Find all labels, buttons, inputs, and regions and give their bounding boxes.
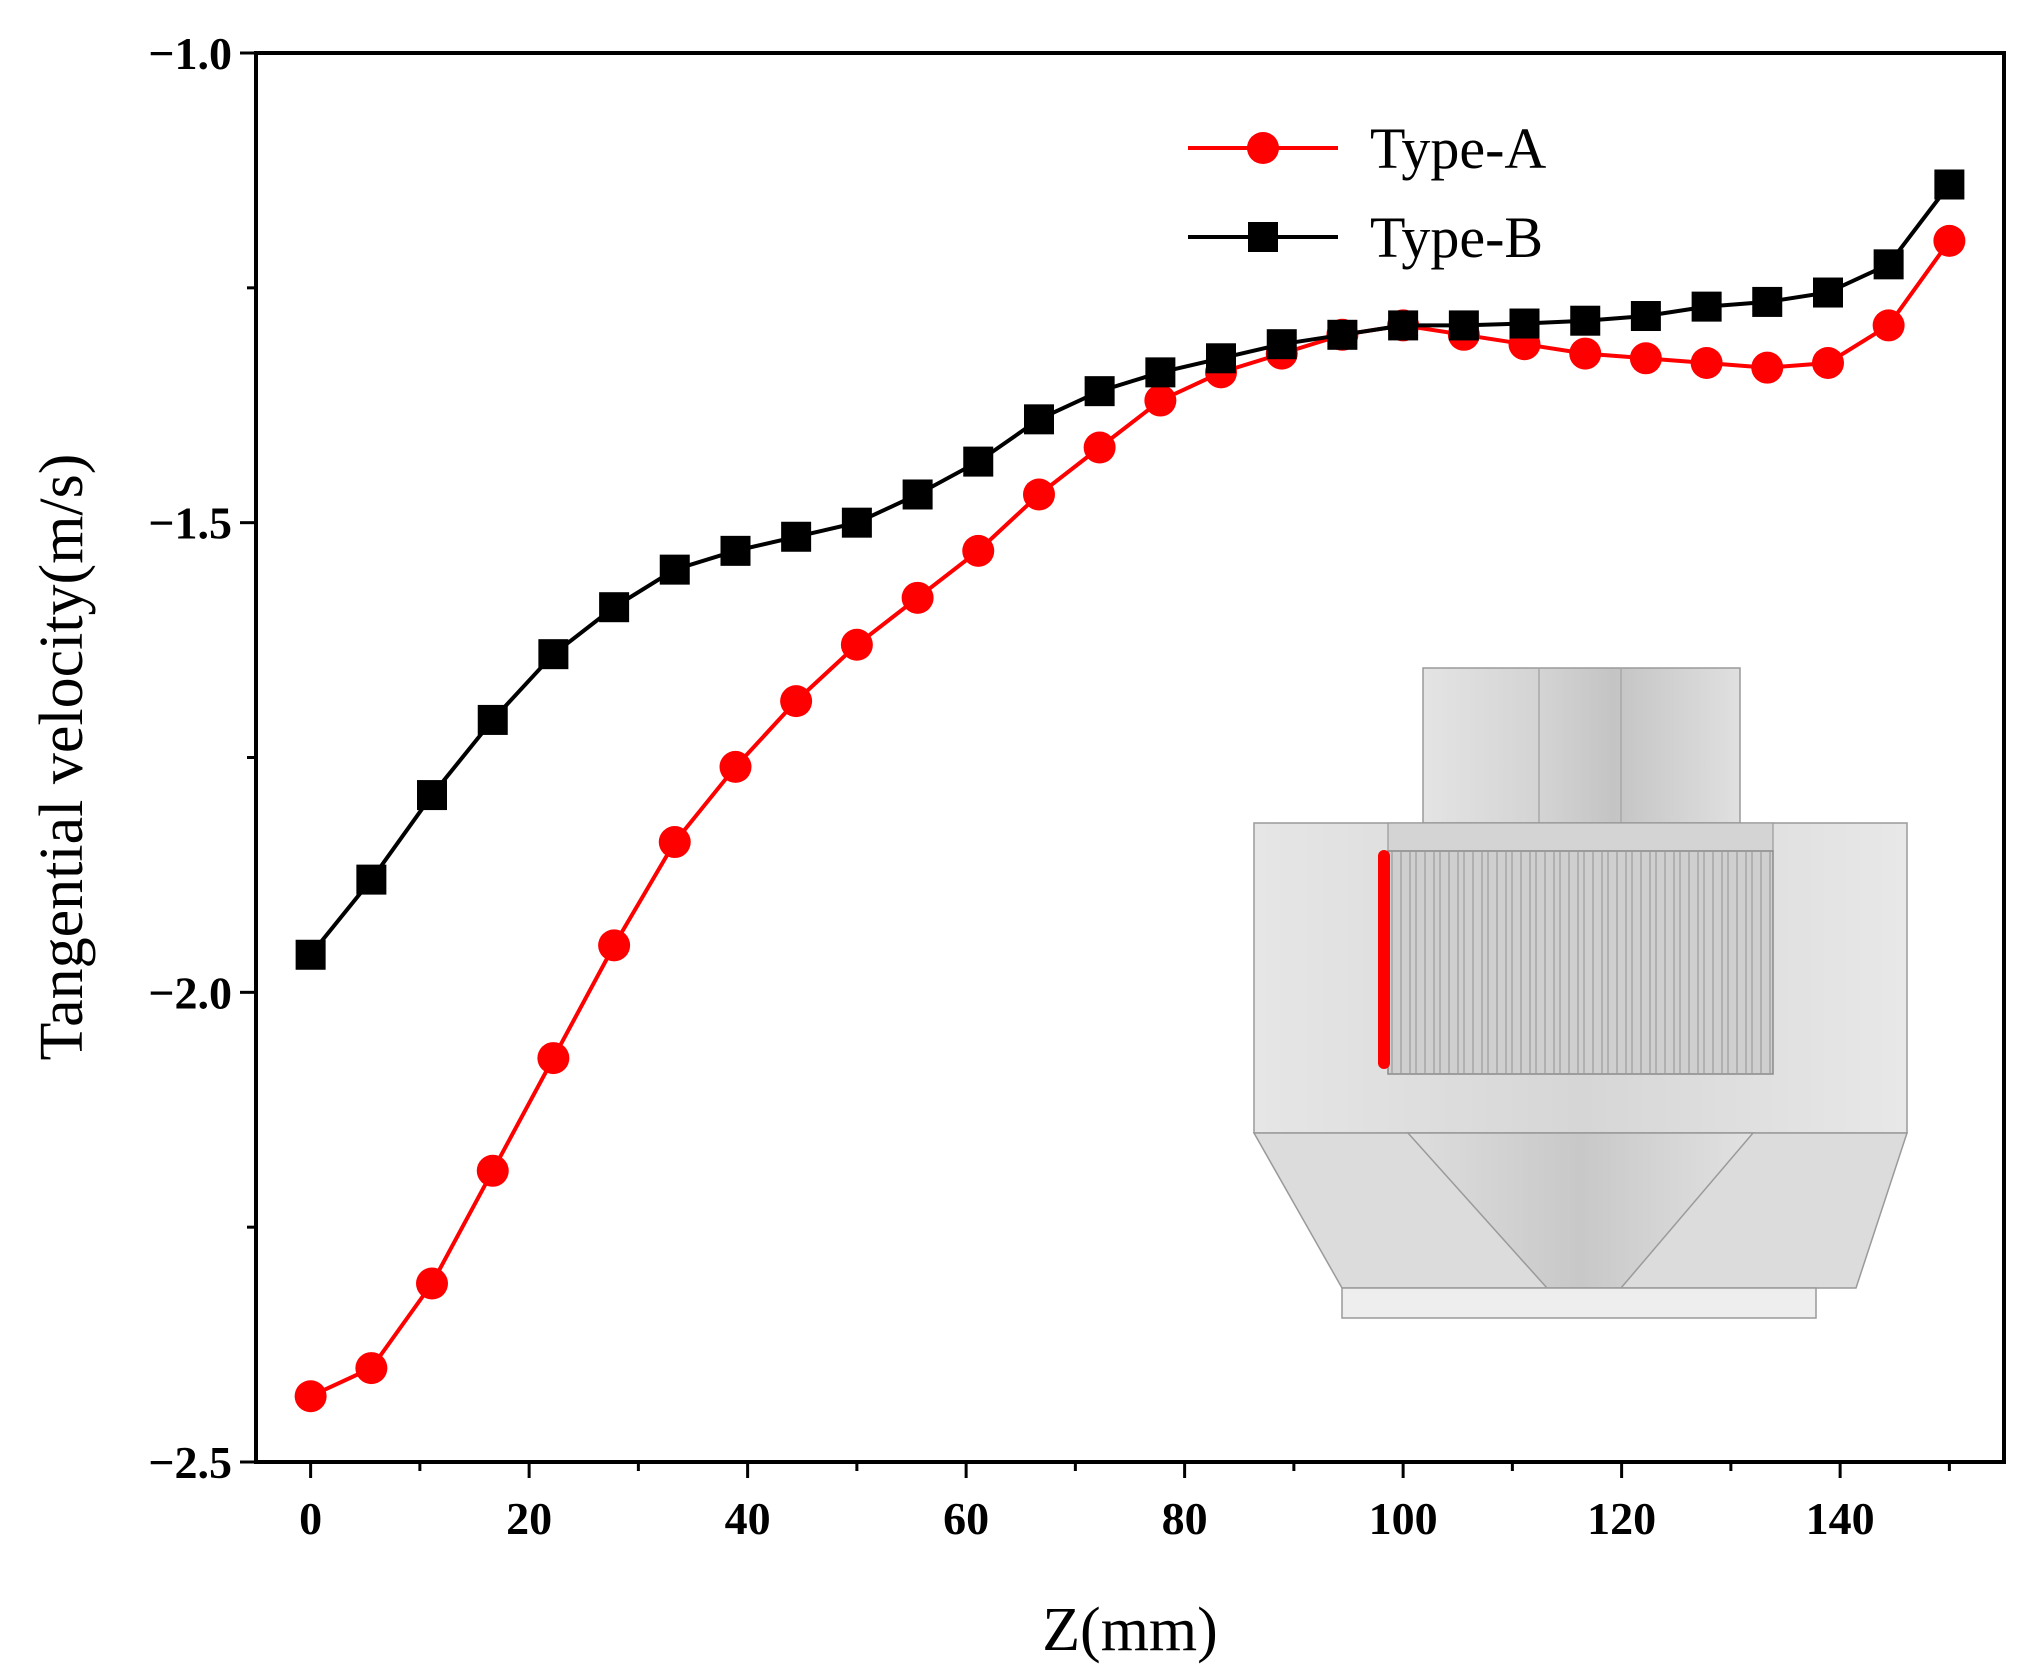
- series-layer: [294, 169, 1966, 1413]
- x-tick-labels: 0 20 40 60 80 100 120 140: [299, 1493, 1875, 1544]
- data-point-type-a: [1811, 346, 1844, 379]
- data-point-type-a: [962, 534, 995, 567]
- data-point-type-a: [1751, 351, 1784, 384]
- data-point-type-b: [417, 780, 448, 811]
- y-tick-label: −1.5: [148, 498, 232, 549]
- data-point-type-b: [1145, 357, 1176, 388]
- data-point-type-b: [963, 446, 994, 477]
- data-point-type-a: [355, 1352, 388, 1385]
- data-point-type-a: [901, 581, 934, 614]
- x-tick-label: 60: [943, 1493, 989, 1544]
- data-point-type-b: [538, 639, 569, 670]
- data-point-type-b: [1812, 277, 1843, 308]
- data-point-type-a: [1629, 342, 1662, 375]
- data-point-type-b: [659, 554, 690, 585]
- data-point-type-a: [658, 826, 691, 859]
- data-point-type-a: [598, 929, 631, 962]
- data-point-type-a: [1144, 384, 1177, 417]
- data-point-type-a: [1933, 224, 1966, 257]
- data-point-type-b: [1327, 319, 1358, 350]
- data-point-type-b: [1023, 404, 1054, 435]
- data-point-type-a: [840, 628, 873, 661]
- data-point-type-b: [841, 507, 872, 538]
- legend-label-type-b: Type-B: [1370, 205, 1543, 270]
- data-point-type-b: [1873, 249, 1904, 280]
- data-point-type-a: [1022, 478, 1055, 511]
- x-tick-label: 0: [299, 1493, 322, 1544]
- y-tick-labels: −2.5 −2.0 −1.5 −1.0: [148, 28, 232, 1488]
- data-point-type-b: [902, 479, 933, 510]
- x-tick-label: 20: [506, 1493, 552, 1544]
- legend-marker-type-a: [1247, 132, 1279, 164]
- legend-marker-type-b: [1248, 222, 1278, 252]
- apparatus-inset-image: [1252, 667, 1909, 1319]
- data-point-type-b: [1084, 376, 1115, 407]
- data-point-type-a: [719, 750, 752, 783]
- data-point-type-b: [1266, 329, 1297, 360]
- axis-ticks: [240, 51, 1951, 1478]
- data-point-type-b: [1570, 305, 1601, 336]
- series-line-type-b: [309, 183, 1951, 957]
- data-point-type-b: [1388, 310, 1419, 341]
- x-tick-label: 140: [1806, 1493, 1875, 1544]
- data-point-type-b: [1509, 308, 1540, 339]
- x-tick-label: 100: [1369, 1493, 1438, 1544]
- y-tick-label: −2.0: [148, 967, 232, 1018]
- data-point-type-b: [477, 704, 508, 735]
- data-point-type-a: [537, 1042, 570, 1075]
- data-point-type-a: [1083, 431, 1116, 464]
- y-tick-label: −2.5: [148, 1437, 232, 1488]
- y-tick-label: −1.0: [148, 28, 232, 79]
- x-tick-label: 40: [725, 1493, 771, 1544]
- data-point-type-b: [1691, 291, 1722, 322]
- data-point-type-b: [1752, 286, 1783, 317]
- data-point-type-a: [1569, 337, 1602, 370]
- legend: Type-A Type-B: [1188, 116, 1546, 270]
- x-axis-title: Z(mm): [1042, 1596, 1218, 1664]
- data-point-type-b: [356, 864, 387, 895]
- x-tick-label: 80: [1162, 1493, 1208, 1544]
- legend-label-type-a: Type-A: [1370, 116, 1546, 181]
- data-point-type-b: [1934, 169, 1965, 200]
- data-point-type-b: [720, 535, 751, 566]
- data-point-type-a: [416, 1267, 449, 1300]
- data-point-type-b: [599, 592, 630, 623]
- data-point-type-b: [781, 521, 812, 552]
- data-point-type-a: [476, 1154, 509, 1187]
- data-point-type-b: [1448, 310, 1479, 341]
- data-point-type-a: [1872, 309, 1905, 342]
- data-point-type-a: [294, 1380, 327, 1413]
- data-point-type-b: [1206, 343, 1237, 374]
- series-line-type-a: [309, 239, 1952, 1399]
- y-axis-title: Tangential velocity(m/s): [28, 454, 96, 1061]
- data-point-type-a: [1690, 346, 1723, 379]
- data-point-type-a: [780, 685, 813, 718]
- data-point-type-b: [1630, 301, 1661, 332]
- data-point-type-b: [295, 939, 326, 970]
- x-tick-label: 120: [1587, 1493, 1656, 1544]
